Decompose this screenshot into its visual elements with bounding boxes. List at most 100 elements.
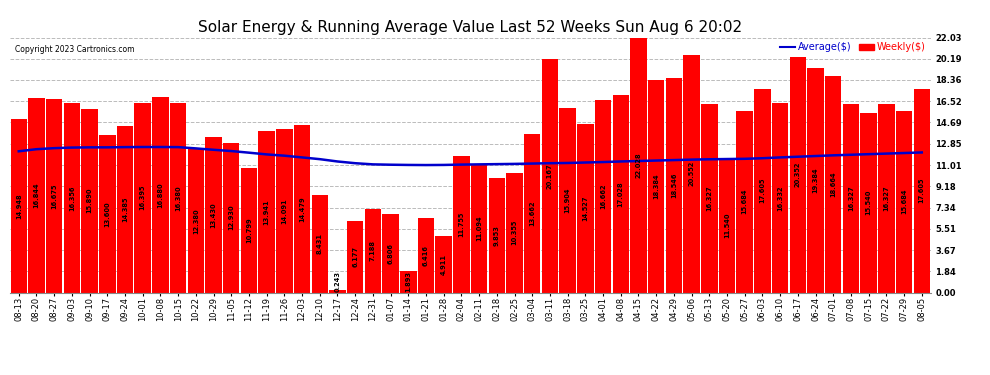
Text: 18.664: 18.664 — [831, 172, 837, 197]
Bar — [400, 271, 417, 292]
Bar — [382, 214, 399, 292]
Bar — [559, 108, 576, 292]
Bar — [613, 95, 629, 292]
Text: 7.188: 7.188 — [370, 240, 376, 261]
Text: Copyright 2023 Cartronics.com: Copyright 2023 Cartronics.com — [15, 45, 134, 54]
Bar — [631, 38, 646, 292]
Bar — [346, 221, 363, 292]
Text: 8.431: 8.431 — [317, 233, 323, 254]
Text: 13.941: 13.941 — [263, 199, 269, 225]
Bar — [647, 80, 664, 292]
Bar — [99, 135, 116, 292]
Bar — [577, 124, 594, 292]
Text: 16.880: 16.880 — [157, 182, 163, 208]
Bar — [878, 104, 895, 292]
Bar — [542, 59, 558, 292]
Text: 18.384: 18.384 — [653, 173, 659, 199]
Title: Solar Energy & Running Average Value Last 52 Weeks Sun Aug 6 20:02: Solar Energy & Running Average Value Las… — [198, 20, 742, 35]
Bar — [807, 68, 824, 292]
Text: 11.755: 11.755 — [458, 212, 464, 237]
Bar — [312, 195, 328, 292]
Text: 16.395: 16.395 — [140, 185, 146, 210]
Bar — [453, 156, 469, 292]
Text: 14.091: 14.091 — [281, 198, 287, 224]
Bar — [81, 109, 98, 292]
Text: 6.177: 6.177 — [352, 246, 358, 267]
Bar — [46, 99, 62, 292]
Bar — [294, 125, 310, 292]
Text: 17.605: 17.605 — [759, 178, 765, 203]
Bar — [187, 149, 204, 292]
Text: 16.327: 16.327 — [883, 185, 889, 211]
Bar — [223, 143, 240, 292]
Text: 22.028: 22.028 — [636, 152, 642, 178]
Text: 15.890: 15.890 — [86, 188, 93, 213]
Bar — [506, 172, 523, 292]
Text: 11.094: 11.094 — [476, 216, 482, 241]
Bar — [825, 76, 842, 292]
Text: 20.552: 20.552 — [689, 161, 695, 186]
Text: 11.540: 11.540 — [724, 213, 730, 238]
Text: 0.243: 0.243 — [335, 271, 341, 292]
Text: 12.930: 12.930 — [229, 205, 235, 231]
Bar — [754, 89, 770, 292]
Bar — [63, 103, 80, 292]
Bar — [471, 164, 487, 292]
Text: 10.355: 10.355 — [512, 220, 518, 245]
Text: 6.806: 6.806 — [387, 243, 394, 264]
Text: 14.479: 14.479 — [299, 196, 305, 222]
Bar — [276, 129, 293, 292]
Bar — [489, 178, 505, 292]
Text: 16.327: 16.327 — [847, 185, 854, 211]
Bar — [29, 98, 45, 292]
Text: 16.844: 16.844 — [34, 182, 40, 208]
Bar — [135, 103, 150, 292]
Bar — [772, 104, 788, 292]
Bar — [860, 112, 877, 292]
Text: 12.380: 12.380 — [193, 208, 199, 234]
Bar — [701, 104, 718, 292]
Text: 15.904: 15.904 — [564, 188, 570, 213]
Bar — [524, 134, 541, 292]
Bar — [205, 137, 222, 292]
Bar — [683, 55, 700, 292]
Bar — [595, 100, 611, 292]
Text: 17.605: 17.605 — [919, 178, 925, 203]
Text: 16.356: 16.356 — [69, 185, 75, 211]
Bar — [364, 209, 381, 292]
Text: 14.527: 14.527 — [582, 196, 588, 221]
Text: 14.385: 14.385 — [122, 196, 128, 222]
Text: 15.684: 15.684 — [901, 189, 907, 214]
Bar — [258, 131, 275, 292]
Text: 4.911: 4.911 — [441, 254, 446, 274]
Text: 15.684: 15.684 — [742, 189, 747, 214]
Text: 1.893: 1.893 — [405, 271, 411, 292]
Text: 16.332: 16.332 — [777, 185, 783, 211]
Text: 15.540: 15.540 — [865, 190, 871, 215]
Bar — [665, 78, 682, 292]
Bar — [842, 104, 859, 292]
Text: 10.799: 10.799 — [246, 217, 251, 243]
Bar — [152, 97, 168, 292]
Bar — [330, 290, 346, 292]
Bar — [11, 120, 27, 292]
Text: 16.662: 16.662 — [600, 183, 606, 209]
Bar — [170, 103, 186, 292]
Text: 20.167: 20.167 — [546, 163, 553, 189]
Bar — [719, 159, 736, 292]
Bar — [896, 111, 912, 292]
Text: 16.380: 16.380 — [175, 185, 181, 210]
Bar — [436, 236, 451, 292]
Bar — [117, 126, 134, 292]
Bar — [737, 111, 753, 292]
Text: 16.675: 16.675 — [51, 183, 57, 209]
Legend: Average($), Weekly($): Average($), Weekly($) — [780, 42, 926, 52]
Text: 16.327: 16.327 — [706, 185, 712, 211]
Text: 20.352: 20.352 — [795, 162, 801, 188]
Bar — [914, 89, 930, 292]
Text: 14.948: 14.948 — [16, 193, 22, 219]
Text: 17.028: 17.028 — [618, 181, 624, 207]
Text: 13.430: 13.430 — [211, 202, 217, 228]
Text: 19.384: 19.384 — [813, 168, 819, 193]
Bar — [418, 218, 435, 292]
